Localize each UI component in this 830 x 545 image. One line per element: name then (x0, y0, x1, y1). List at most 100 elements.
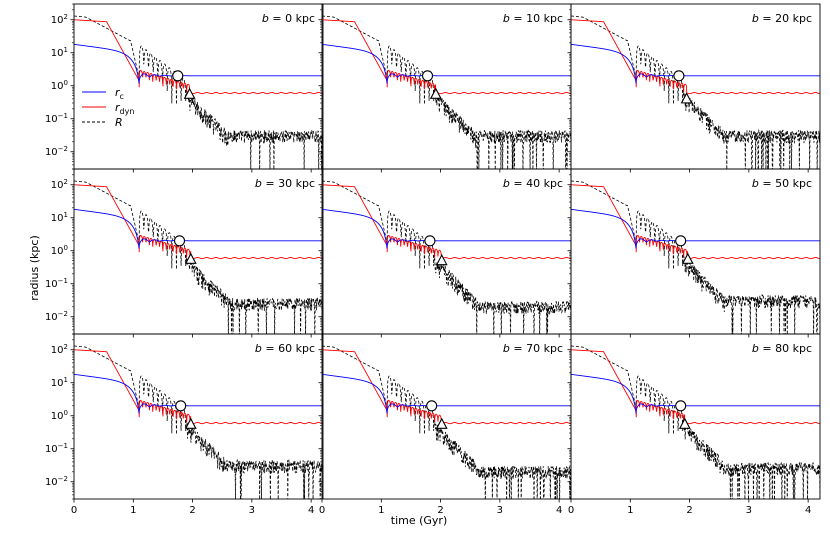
series-rc-line (322, 373, 571, 414)
y-tick-label: 101 (51, 211, 68, 224)
x-tick-label: 4 (556, 505, 562, 516)
circle-marker (675, 400, 687, 412)
plot-area (571, 15, 820, 169)
triangle-marker (435, 417, 448, 429)
x-tick-label: 2 (437, 505, 443, 516)
panel-frame (73, 3, 324, 170)
panel-label: b = 50 kpc (752, 177, 812, 190)
plot-area (322, 180, 571, 334)
x-tick-label: 3 (249, 505, 255, 516)
series-R-line (571, 15, 820, 169)
y-axis-label: radius (kpc) (28, 235, 41, 300)
y-tick-label: 102 (51, 13, 68, 26)
panel-frame (321, 168, 572, 335)
panel-label: b = 80 kpc (752, 342, 812, 355)
series-rc-line (74, 208, 323, 249)
panel-frame (570, 168, 821, 335)
x-tick-label: 2 (189, 505, 195, 516)
triangle-marker (681, 252, 694, 264)
series-rdyn-line (322, 184, 571, 260)
y-tick-label: 101 (51, 46, 68, 59)
triangle-marker (183, 87, 196, 99)
triangle-marker (680, 92, 693, 104)
panel-b-10: b = 10 kpc (318, 3, 572, 173)
x-tick-label: 0 (568, 505, 574, 516)
panel-b-40: b = 40 kpc (318, 168, 572, 338)
plot-area (322, 15, 571, 169)
panel-b-80: 0 1 2 3 4 b = 80 kpc (567, 333, 821, 516)
series-rc-line (571, 43, 820, 84)
panel-label: b = 0 kpc (262, 12, 315, 25)
series-rc-line (322, 43, 571, 84)
circle-marker (424, 235, 436, 247)
panel-label: b = 40 kpc (503, 177, 563, 190)
plot-area (74, 345, 323, 499)
series-R-line (74, 15, 323, 169)
x-tick-label: 4 (805, 505, 811, 516)
panel-label: b = 10 kpc (503, 12, 563, 25)
series-rc-line (74, 373, 323, 414)
series-rc-line (571, 208, 820, 249)
panel-label: b = 60 kpc (255, 342, 315, 355)
plot-area (571, 345, 820, 499)
panel-b-20: b = 20 kpc (567, 3, 821, 173)
series-R-line (74, 345, 323, 499)
y-tick-label: 10−2 (45, 310, 68, 323)
plot-area (74, 180, 323, 334)
x-tick-label: 3 (746, 505, 752, 516)
y-tick-label: 102 (51, 343, 68, 356)
panel-frame (321, 3, 572, 170)
x-tick-label: 1 (378, 505, 384, 516)
x-tick-label: 1 (130, 505, 136, 516)
series-rdyn-line (322, 19, 571, 95)
y-tick-label: 10−2 (45, 475, 68, 488)
triangle-marker (184, 252, 197, 264)
y-tick-label: 100 (51, 409, 68, 422)
series-rdyn-line (74, 184, 323, 260)
legend-item-R: R (82, 116, 123, 129)
y-tick-label: 102 (51, 178, 68, 191)
series-R-line (322, 345, 571, 499)
series-rdyn-line (571, 184, 820, 260)
x-tick-label: 0 (319, 505, 325, 516)
y-tick-label: 10−1 (45, 112, 68, 125)
y-tick-label: 10−1 (45, 442, 68, 455)
series-rdyn-line (322, 349, 571, 425)
panel-b-50: b = 50 kpc (567, 168, 821, 338)
triangle-marker (435, 253, 448, 266)
circle-marker (673, 70, 685, 82)
x-axis-label: time (Gyr) (391, 514, 448, 527)
x-tick-label: 3 (497, 505, 503, 516)
series-R-line (571, 180, 820, 334)
x-tick-label: 0 (71, 505, 77, 516)
series-R-line (322, 180, 571, 334)
circle-marker (421, 70, 434, 82)
x-tick-label: 1 (627, 505, 633, 516)
series-rc-line (74, 43, 323, 84)
series-rdyn-line (571, 349, 820, 425)
panel-frame (570, 333, 821, 500)
x-tick-label: 4 (308, 505, 314, 516)
legend-label: rdyn (115, 101, 134, 116)
circle-marker (172, 70, 184, 82)
y-tick-label: 10−2 (45, 145, 68, 158)
circle-marker (175, 400, 187, 412)
panel-label: b = 30 kpc (255, 177, 315, 190)
y-tick-label: 100 (51, 244, 68, 257)
panel-b-70: 0 1 2 3 4 b = 70 kpc (318, 333, 572, 516)
legend-item-rdyn: rdyn (82, 101, 134, 116)
series-R-line (322, 15, 571, 169)
panel-frame (570, 3, 821, 170)
panel-label: b = 70 kpc (503, 342, 563, 355)
plot-area (571, 180, 820, 334)
series-R-line (74, 180, 323, 334)
legend-item-rc: rc (82, 86, 124, 101)
series-R-line (571, 345, 820, 499)
x-tick-label: 2 (686, 505, 692, 516)
series-rc-line (571, 373, 820, 414)
panel-label: b = 20 kpc (752, 12, 812, 25)
panel-b-0: 102 101 100 10−1 10−2 b = 0 kpc (45, 3, 324, 173)
y-tick-label: 101 (51, 376, 68, 389)
